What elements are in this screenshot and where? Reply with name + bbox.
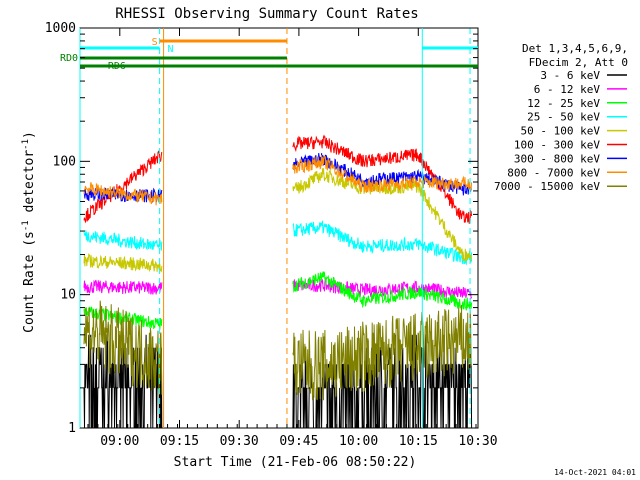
x-tick-label: 09:15 [160, 434, 199, 449]
legend-entry-label: 50 - 100 keV [521, 125, 601, 138]
footer-timestamp: 14-Oct-2021 04:01 [554, 468, 636, 477]
series-line [292, 277, 473, 300]
series-line [292, 155, 473, 193]
y-tick-label: 1000 [45, 21, 76, 36]
flag-label: N [168, 44, 174, 55]
axis-layer: 09:00 09:15 09:30 09:45 10:00 10:15 10:30 1 10 10… [45, 21, 498, 449]
y-tick-label: 1 [68, 421, 76, 436]
x-tick-label: 10:30 [458, 434, 497, 449]
series-50-100-kev [83, 168, 473, 273]
y-axis-label-superscript: -1 [21, 139, 31, 150]
legend-entry-label: 25 - 50 keV [527, 111, 600, 124]
legend-entry-label: 300 - 800 keV [514, 152, 600, 165]
x-tick-label: 09:00 [100, 434, 139, 449]
y-tick-label: 100 [53, 154, 76, 169]
flag-bar-layer: SN RD0 RD6 [60, 37, 478, 72]
series-line [292, 220, 473, 266]
legend-entry-label: 7000 - 15000 keV [494, 180, 600, 193]
series-800-7000-kev [83, 155, 473, 206]
series-line [83, 182, 163, 206]
flag-label: S [152, 37, 158, 48]
legend-entry-label: 3 - 6 keV [540, 69, 600, 82]
x-tick-label: 09:45 [279, 434, 318, 449]
series-layer [83, 134, 473, 429]
y-axis-label-part: ) [22, 131, 37, 139]
y-axis-label-part: Count Rate (s [22, 231, 37, 333]
series-line [83, 230, 163, 251]
legend-header: FDecim 2, Att 0 [529, 56, 628, 69]
legend-entry-label: 6 - 12 keV [534, 83, 601, 96]
y-axis-label-superscript: -1 [21, 220, 31, 231]
x-tick-label: 10:00 [339, 434, 378, 449]
legend-entry-label: 100 - 300 keV [514, 139, 600, 152]
series-line [292, 304, 472, 401]
series-6-12-kev [83, 277, 473, 300]
legend: Det 1,3,4,5,6,9,FDecim 2, Att 03 - 6 keV… [494, 42, 628, 193]
series-25-50-kev [83, 220, 473, 266]
series-line [292, 168, 473, 262]
legend-entry-label: 800 - 7000 keV [507, 166, 600, 179]
series-line [83, 300, 163, 395]
flag-label: RD0 [60, 53, 78, 64]
x-tick-label: 10:15 [399, 434, 438, 449]
series-line [292, 271, 473, 311]
y-axis-label: Count Rate (s-1 detector-1) [21, 131, 37, 333]
x-axis-label: Start Time (21-Feb-06 08:50:22) [174, 455, 417, 470]
flag-label: RD6 [108, 61, 126, 72]
legend-entry-label: 12 - 25 keV [527, 97, 600, 110]
legend-header: Det 1,3,4,5,6,9, [522, 42, 628, 55]
series-line [83, 279, 163, 295]
vertical-marker-layer [79, 28, 471, 428]
x-tick-label: 09:30 [220, 434, 259, 449]
y-axis-label-part: detector [22, 150, 37, 221]
series-line [83, 252, 163, 273]
series-7000-15000-kev [83, 300, 472, 401]
y-tick-label: 10 [60, 288, 76, 303]
chart-title: RHESSI Observing Summary Count Rates [115, 6, 418, 22]
